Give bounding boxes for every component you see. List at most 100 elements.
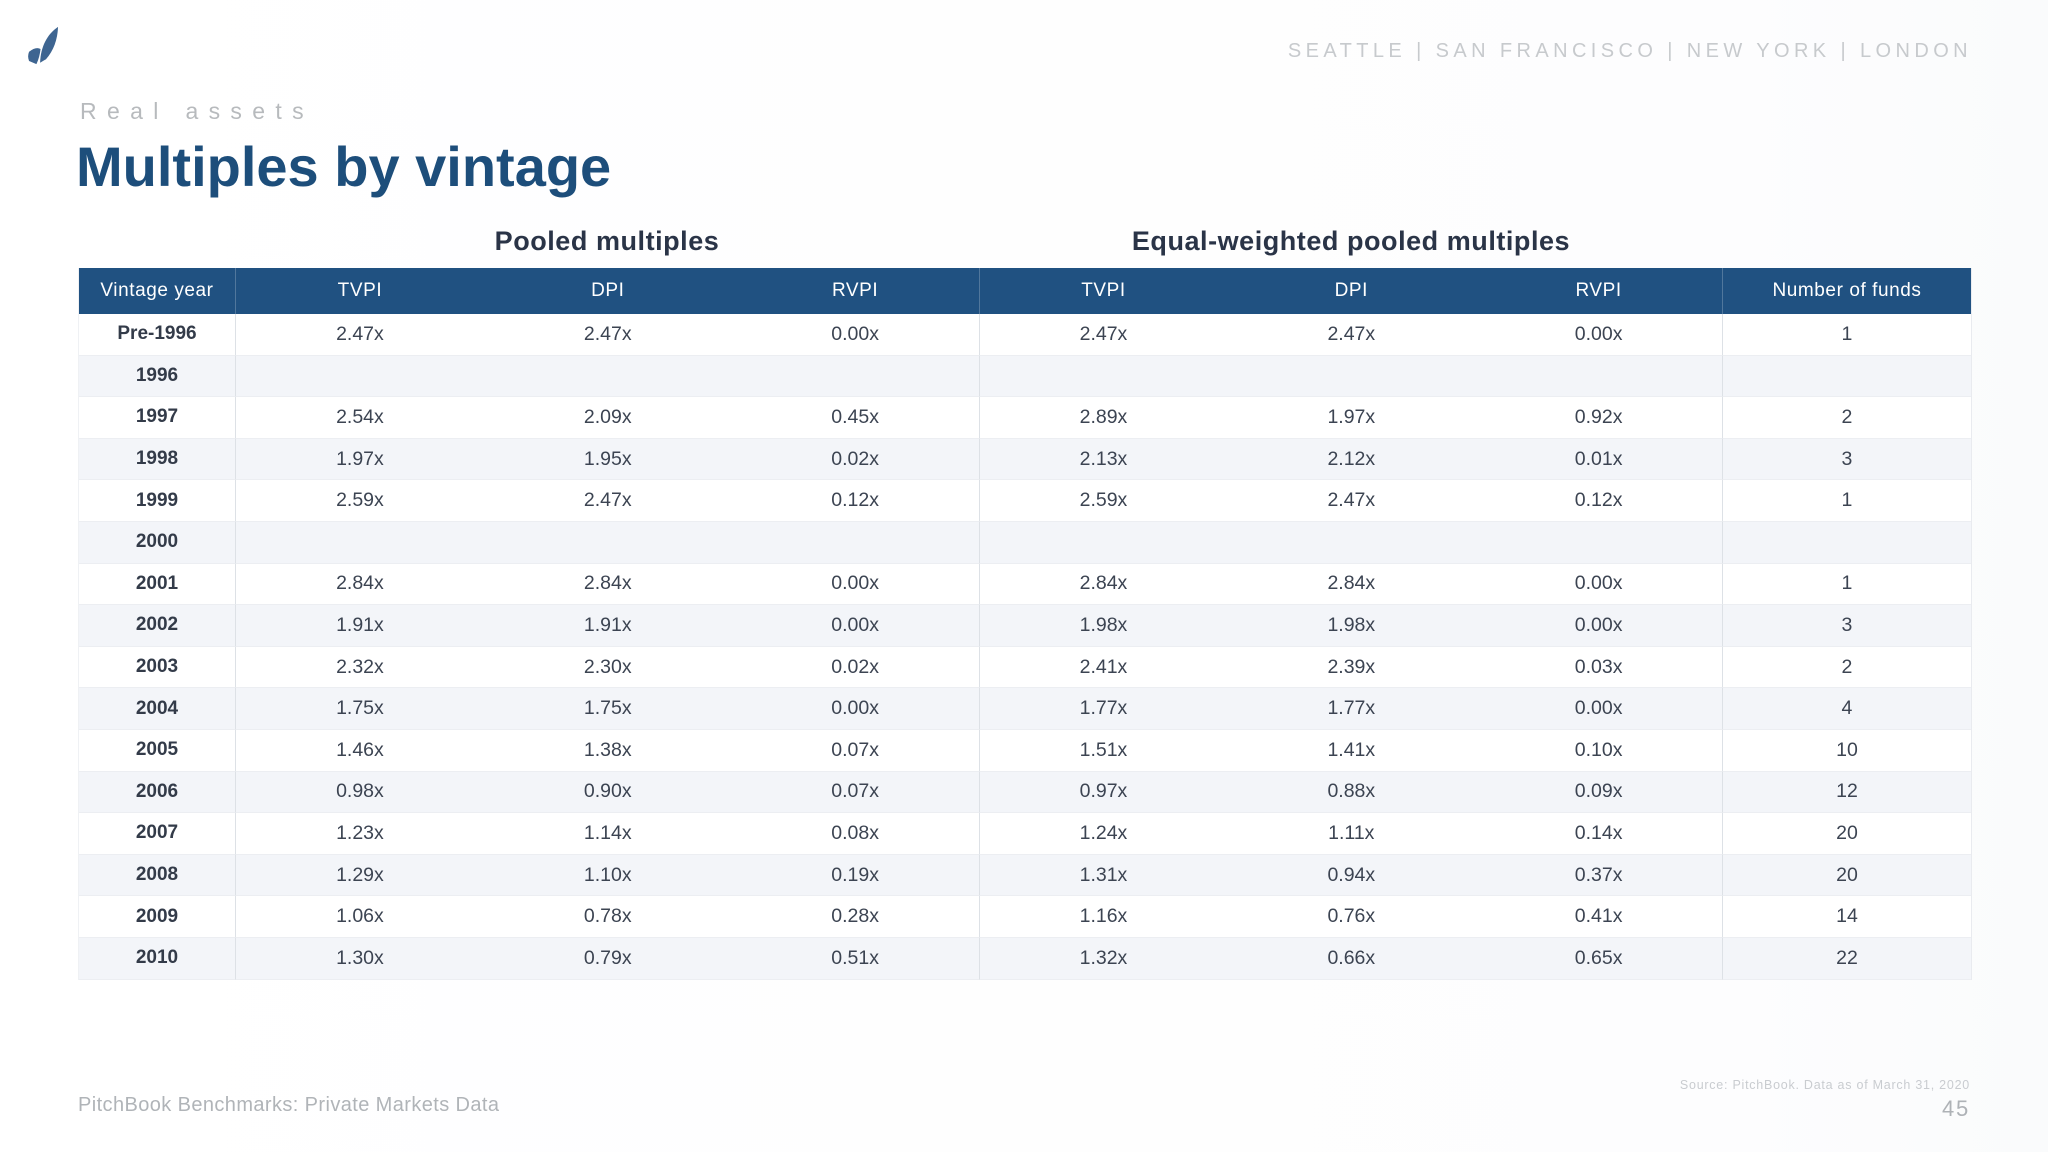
value-cell: 12: [1723, 771, 1971, 814]
value-cell: 2.47x: [1227, 314, 1476, 356]
value-cell: 3: [1723, 605, 1971, 647]
section-eyebrow: Real assets: [80, 98, 315, 124]
value-cell: 1.23x: [236, 813, 484, 855]
value-cell: 20: [1723, 813, 1971, 855]
table-row: 2010 1.30x 0.79x 0.51x 1.32x 0.66x 0.65x 22: [79, 937, 1971, 980]
col-header-rvpi-pooled: RVPI: [731, 268, 980, 314]
value-cell: 0.00x: [731, 563, 980, 606]
table-row: Pre-1996 2.47x 2.47x 0.00x 2.47x 2.47x 0.00x 1: [79, 314, 1971, 356]
value-cell: 1.31x: [979, 854, 1228, 897]
value-cell: 2.59x: [979, 480, 1228, 522]
value-cell: 2.84x: [1227, 563, 1476, 606]
vintage-year-cell: 1999: [79, 480, 236, 522]
value-cell: 0.10x: [1475, 729, 1724, 772]
value-cell: 1.14x: [483, 813, 732, 855]
col-header-tvpi-pooled: TVPI: [236, 268, 484, 314]
value-cell: 0.08x: [731, 813, 980, 855]
value-cell: 2.47x: [979, 314, 1228, 356]
value-cell: 22: [1723, 937, 1971, 980]
value-cell: 0.14x: [1475, 813, 1724, 855]
value-cell: 10: [1723, 729, 1971, 772]
value-cell: 0.00x: [1475, 688, 1724, 730]
value-cell: 0.00x: [731, 314, 980, 356]
table-row: 2001 2.84x 2.84x 0.00x 2.84x 2.84x 0.00x 1: [79, 563, 1971, 606]
value-cell: 0.66x: [1227, 937, 1476, 980]
table-row: 2009 1.06x 0.78x 0.28x 1.16x 0.76x 0.41x 14: [79, 896, 1971, 938]
value-cell: 1: [1723, 480, 1971, 522]
table-row: 1998 1.97x 1.95x 0.02x 2.13x 2.12x 0.01x 3: [79, 438, 1971, 481]
value-cell: 2.32x: [236, 646, 484, 689]
value-cell: 2.84x: [483, 563, 732, 606]
value-cell: 1.75x: [236, 688, 484, 730]
value-cell: 2.59x: [236, 480, 484, 522]
value-cell: 2: [1723, 646, 1971, 689]
vintage-year-cell: 2002: [79, 605, 236, 647]
value-cell: 0.94x: [1227, 854, 1476, 897]
value-cell: 0.00x: [731, 605, 980, 647]
value-cell: [1227, 355, 1476, 398]
value-cell: 1.38x: [483, 729, 732, 772]
col-header-rvpi-equal: RVPI: [1475, 268, 1724, 314]
vintage-year-cell: 2001: [79, 563, 236, 606]
vintage-year-cell: 2005: [79, 729, 236, 772]
vintage-year-cell: 2006: [79, 771, 236, 814]
value-cell: 1.46x: [236, 729, 484, 772]
value-cell: 2.47x: [236, 314, 484, 356]
table-row: 2002 1.91x 1.91x 0.00x 1.98x 1.98x 0.00x 3: [79, 605, 1971, 647]
table-row: 2005 1.46x 1.38x 0.07x 1.51x 1.41x 0.10x 10: [79, 729, 1971, 772]
value-cell: 0.12x: [1475, 480, 1724, 522]
value-cell: 0.09x: [1475, 771, 1724, 814]
value-cell: 0.00x: [731, 688, 980, 730]
value-cell: 1.32x: [979, 937, 1228, 980]
value-cell: [979, 355, 1228, 398]
value-cell: [1227, 521, 1476, 564]
value-cell: [236, 355, 484, 398]
table-row: 1999 2.59x 2.47x 0.12x 2.59x 2.47x 0.12x 1: [79, 480, 1971, 522]
value-cell: 2.41x: [979, 646, 1228, 689]
value-cell: [731, 355, 980, 398]
value-cell: 0.12x: [731, 480, 980, 522]
value-cell: 1.30x: [236, 937, 484, 980]
value-cell: 1: [1723, 563, 1971, 606]
vintage-year-cell: 2007: [79, 813, 236, 855]
value-cell: 1.51x: [979, 729, 1228, 772]
value-cell: 0.07x: [731, 729, 980, 772]
value-cell: 14: [1723, 896, 1971, 938]
table-row: 2000: [79, 521, 1971, 564]
value-cell: 0.51x: [731, 937, 980, 980]
vintage-year-cell: 2010: [79, 937, 236, 980]
page-title: Multiples by vintage: [76, 135, 612, 198]
value-cell: [1723, 521, 1971, 564]
value-cell: 0.45x: [731, 397, 980, 439]
office-locations: SEATTLE | SAN FRANCISCO | NEW YORK | LON…: [1287, 40, 1972, 62]
value-cell: [731, 521, 980, 564]
value-cell: 2.84x: [979, 563, 1228, 606]
table-header-row: Vintage year TVPI DPI RVPI TVPI DPI RVPI…: [79, 268, 1971, 314]
value-cell: 1.97x: [1227, 397, 1476, 439]
value-cell: [1475, 521, 1724, 564]
value-cell: 0.92x: [1475, 397, 1724, 439]
value-cell: [1475, 355, 1724, 398]
table-row: 2004 1.75x 1.75x 0.00x 1.77x 1.77x 0.00x 4: [79, 688, 1971, 730]
vintage-year-cell: 1998: [79, 438, 236, 481]
vintage-year-cell: 2003: [79, 646, 236, 689]
value-cell: 1.98x: [979, 605, 1228, 647]
value-cell: 2.89x: [979, 397, 1228, 439]
value-cell: 2.39x: [1227, 646, 1476, 689]
vintage-year-cell: 2000: [79, 521, 236, 564]
value-cell: 2.30x: [483, 646, 732, 689]
value-cell: 0.28x: [731, 896, 980, 938]
value-cell: 1.91x: [236, 605, 484, 647]
value-cell: 1.75x: [483, 688, 732, 730]
value-cell: 0.90x: [483, 771, 732, 814]
value-cell: 0.01x: [1475, 438, 1724, 481]
table-body: Pre-1996 2.47x 2.47x 0.00x 2.47x 2.47x 0.00x 1 1…: [79, 314, 1971, 980]
value-cell: 2.47x: [1227, 480, 1476, 522]
table-row: 2003 2.32x 2.30x 0.02x 2.41x 2.39x 0.03x 2: [79, 646, 1971, 689]
col-header-tvpi-equal: TVPI: [979, 268, 1228, 314]
vintage-year-cell: 1997: [79, 397, 236, 439]
value-cell: 1.41x: [1227, 729, 1476, 772]
value-cell: 0.00x: [1475, 314, 1724, 356]
table-row: 1996: [79, 355, 1971, 398]
